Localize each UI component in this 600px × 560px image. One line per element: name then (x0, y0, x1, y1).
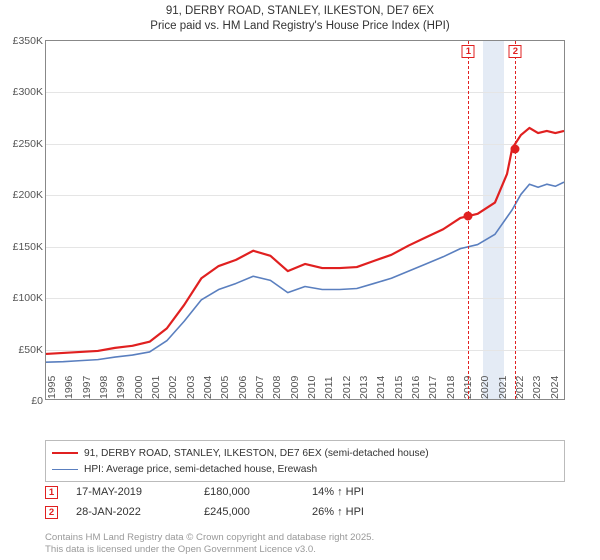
sale-marker: 1 (45, 486, 58, 499)
sale-price: £245,000 (204, 506, 294, 518)
x-axis-label: 1999 (112, 376, 127, 399)
footer-line-1: Contains HM Land Registry data © Crown c… (45, 532, 565, 544)
y-axis-label: £300K (13, 86, 46, 98)
x-axis-label: 2001 (147, 376, 162, 399)
sale-marker-box: 2 (509, 45, 522, 58)
sales-table: 1 17-MAY-2019 £180,000 14% ↑ HPI 2 28-JA… (45, 482, 565, 522)
x-axis-label: 2024 (546, 376, 561, 399)
x-axis-label: 2000 (130, 376, 145, 399)
line-layer (46, 41, 564, 399)
sale-date: 17-MAY-2019 (76, 486, 186, 498)
sale-dot (511, 145, 520, 154)
x-axis-label: 2020 (476, 376, 491, 399)
x-axis-label: 2003 (182, 376, 197, 399)
x-axis-label: 2022 (511, 376, 526, 399)
x-axis-label: 2013 (355, 376, 370, 399)
x-axis-label: 2017 (424, 376, 439, 399)
chart-container: 91, DERBY ROAD, STANLEY, ILKESTON, DE7 6… (0, 0, 600, 560)
legend-label: HPI: Average price, semi-detached house,… (84, 464, 317, 475)
x-axis-label: 2019 (459, 376, 474, 399)
legend-swatch (52, 469, 78, 470)
title-line-2: Price paid vs. HM Land Registry's House … (0, 19, 600, 34)
y-axis-label: £150K (13, 241, 46, 253)
legend-row: HPI: Average price, semi-detached house,… (52, 461, 558, 477)
legend-row: 91, DERBY ROAD, STANLEY, ILKESTON, DE7 6… (52, 445, 558, 461)
x-axis-label: 1996 (60, 376, 75, 399)
x-axis-label: 2016 (407, 376, 422, 399)
x-axis-label: 2023 (528, 376, 543, 399)
plot-area: £0£50K£100K£150K£200K£250K£300K£350K1995… (45, 40, 565, 400)
x-axis-label: 2014 (372, 376, 387, 399)
legend-swatch (52, 452, 78, 454)
x-axis-label: 2008 (268, 376, 283, 399)
sale-price: £180,000 (204, 486, 294, 498)
sale-delta: 26% ↑ HPI (312, 506, 364, 518)
sale-dot (464, 211, 473, 220)
chart-titles: 91, DERBY ROAD, STANLEY, ILKESTON, DE7 6… (0, 0, 600, 34)
sale-row: 1 17-MAY-2019 £180,000 14% ↑ HPI (45, 482, 565, 502)
sale-delta: 14% ↑ HPI (312, 486, 364, 498)
legend-label: 91, DERBY ROAD, STANLEY, ILKESTON, DE7 6… (84, 448, 429, 459)
sale-date: 28-JAN-2022 (76, 506, 186, 518)
x-axis-label: 2006 (234, 376, 249, 399)
title-line-1: 91, DERBY ROAD, STANLEY, ILKESTON, DE7 6… (0, 4, 600, 19)
sale-marker: 2 (45, 506, 58, 519)
x-axis-label: 1997 (78, 376, 93, 399)
x-axis-label: 2005 (216, 376, 231, 399)
series-line-price_paid (46, 128, 564, 354)
sale-row: 2 28-JAN-2022 £245,000 26% ↑ HPI (45, 502, 565, 522)
x-axis-label: 2015 (390, 376, 405, 399)
x-axis-label: 2007 (251, 376, 266, 399)
x-axis-label: 2011 (320, 376, 335, 399)
x-axis-label: 2021 (494, 376, 509, 399)
x-axis-label: 1998 (95, 376, 110, 399)
y-axis-label: £200K (13, 189, 46, 201)
legend: 91, DERBY ROAD, STANLEY, ILKESTON, DE7 6… (45, 440, 565, 482)
y-axis-label: £250K (13, 138, 46, 150)
y-axis-label: £50K (18, 344, 46, 356)
x-axis-label: 2010 (303, 376, 318, 399)
y-axis-label: £350K (13, 35, 46, 47)
x-axis-label: 2002 (164, 376, 179, 399)
x-axis-label: 1995 (43, 376, 58, 399)
footer: Contains HM Land Registry data © Crown c… (45, 532, 565, 556)
x-axis-label: 2018 (442, 376, 457, 399)
sale-dash-line (515, 41, 516, 399)
y-axis-label: £100K (13, 292, 46, 304)
x-axis-label: 2012 (338, 376, 353, 399)
sale-marker-box: 1 (462, 45, 475, 58)
x-axis-label: 2009 (286, 376, 301, 399)
x-axis-label: 2004 (199, 376, 214, 399)
footer-line-2: This data is licensed under the Open Gov… (45, 544, 565, 556)
